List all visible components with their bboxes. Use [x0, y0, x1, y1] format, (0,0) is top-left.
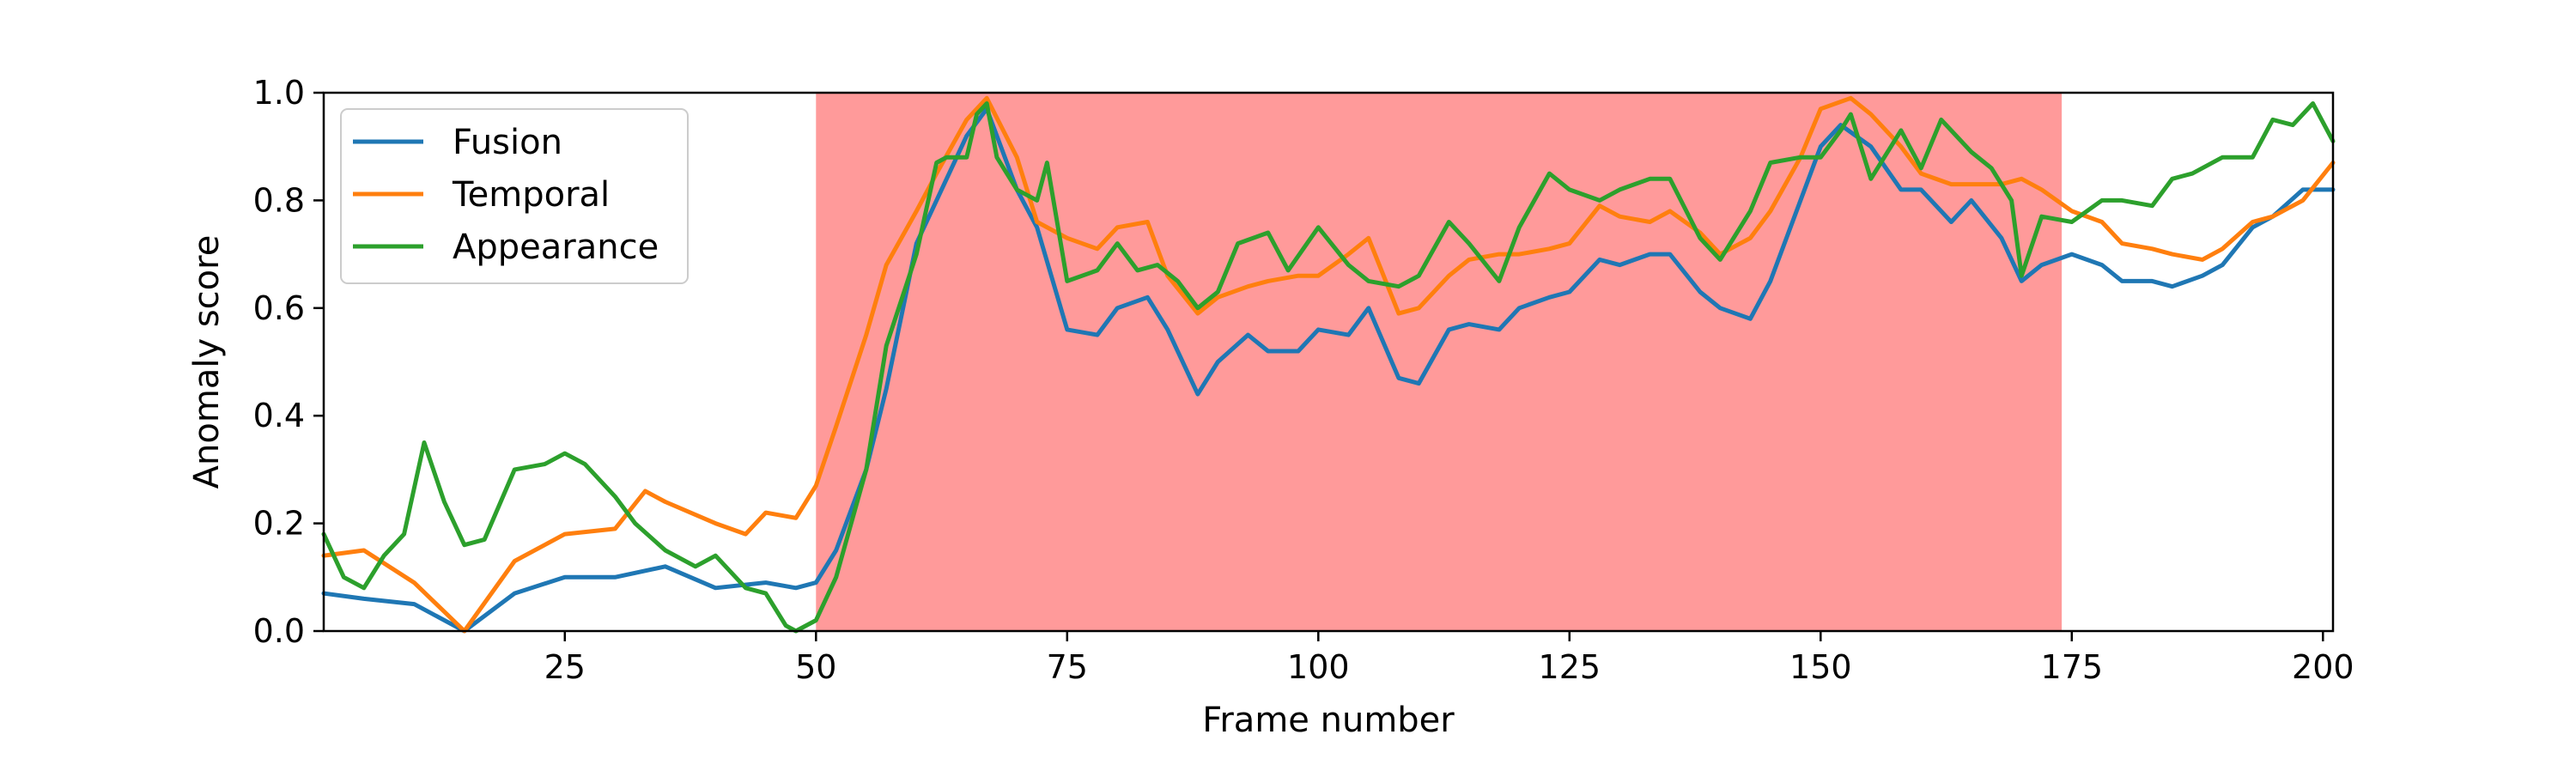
x-tick-label: 100 — [1287, 648, 1350, 686]
y-axis-label: Anomaly score — [187, 235, 227, 489]
x-tick-label: 150 — [1789, 648, 1852, 686]
x-axis-label: Frame number — [1202, 701, 1455, 740]
legend-box — [340, 108, 689, 284]
x-tick-label: 175 — [2041, 648, 2104, 686]
legend-label-temporal: Temporal — [452, 175, 610, 215]
ticks-layer: 25 50 75 100 125 150 175 200 0.0 0.2 0.4 0.6 0.8 1.0 — [253, 74, 2354, 686]
y-tick-label: 1.0 — [253, 74, 305, 112]
x-tick-label: 75 — [1047, 648, 1088, 686]
x-tick-label: 25 — [544, 648, 586, 686]
series-line-fusion — [321, 106, 2336, 634]
legend: Fusion Temporal Appearance — [340, 108, 689, 284]
legend-label-fusion: Fusion — [453, 123, 562, 162]
y-tick-label: 0.8 — [253, 181, 305, 219]
y-tick-label: 0.4 — [253, 397, 305, 434]
y-tick-label: 0.6 — [253, 289, 305, 327]
series-line-appearance — [321, 101, 2336, 634]
x-tick-label: 125 — [1539, 648, 1601, 686]
y-tick-label: 0.0 — [253, 612, 305, 650]
legend-label-appearance: Appearance — [453, 228, 659, 267]
y-tick-label: 0.2 — [253, 505, 305, 543]
x-tick-label: 50 — [795, 648, 836, 686]
x-tick-label: 200 — [2292, 648, 2354, 686]
series-line-temporal — [321, 95, 2336, 634]
axes-layer — [322, 91, 2335, 633]
axes-frame — [322, 91, 2335, 633]
series-lines-layer — [321, 95, 2336, 634]
